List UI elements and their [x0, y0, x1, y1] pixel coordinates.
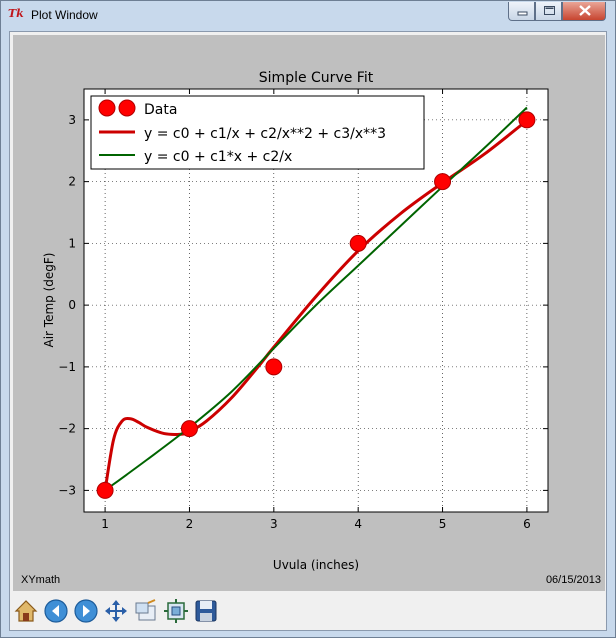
data-point	[96, 481, 114, 499]
y-axis-label: Air Temp (degF)	[42, 253, 56, 348]
tk-feather-icon: Tk	[8, 7, 24, 20]
pan-icon	[105, 600, 127, 622]
subplots-icon	[164, 599, 188, 623]
data-point	[180, 420, 198, 438]
legend-label-data: Data	[144, 102, 177, 118]
y-tick-label: −3	[58, 483, 76, 497]
zoom-icon	[135, 599, 156, 621]
window-title: Plot Window	[31, 8, 98, 22]
data-point	[434, 173, 452, 191]
plot-frame	[83, 88, 549, 513]
save-button[interactable]	[192, 597, 220, 625]
maximize-button[interactable]	[535, 2, 562, 21]
y-tick-label: −2	[58, 422, 76, 436]
pan-button[interactable]	[102, 597, 130, 625]
y-tick-label: 3	[68, 113, 76, 127]
x-axis-label: Uvula (inches)	[273, 558, 359, 572]
client-area: 1 2 3 4 5 6 −3 −2 −1 0 1 2 3 Simple Curve Fit Uvula…	[9, 31, 607, 631]
chart-title: Simple Curve Fit	[259, 70, 374, 86]
x-tick-label: 4	[354, 517, 362, 531]
series-line-fit1	[103, 119, 528, 491]
minimize-button[interactable]	[508, 2, 535, 21]
x-tick-label: 2	[186, 517, 194, 531]
footer-date: 06/15/2013	[545, 574, 601, 586]
forward-button[interactable]	[72, 597, 100, 625]
navigation-toolbar	[10, 594, 606, 630]
y-tick-label: 2	[68, 175, 76, 189]
data-point	[349, 234, 367, 252]
figure-canvas: 1 2 3 4 5 6 −3 −2 −1 0 1 2 3 Simple Curve Fit Uvula…	[13, 35, 605, 591]
x-tick-label: 5	[439, 517, 447, 531]
legend: Data y = c0 + c1/x + c2/x**2 + c3/x**3 y…	[90, 95, 425, 170]
back-icon	[44, 599, 68, 623]
data-point	[518, 111, 536, 129]
back-button[interactable]	[42, 597, 70, 625]
legend-label-fit1: y = c0 + c1/x + c2/x**2 + c3/x**3	[144, 126, 386, 142]
subplots-button[interactable]	[162, 597, 190, 625]
title-bar[interactable]: Tk Plot Window	[1, 1, 615, 31]
legend-label-fit2: y = c0 + c1*x + c2/x	[144, 149, 292, 165]
chart-svg: 1 2 3 4 5 6 −3 −2 −1 0 1 2 3 Simple Curve Fit Uvula…	[42, 70, 549, 572]
x-tick-label: 6	[523, 517, 531, 531]
close-button[interactable]	[562, 2, 606, 21]
series-line-fit2	[104, 106, 528, 492]
save-icon	[195, 600, 217, 622]
y-tick-label: 1	[68, 236, 76, 250]
forward-icon	[74, 599, 98, 623]
footer-app-name: XYmath	[21, 574, 61, 586]
y-tick-label: −1	[58, 360, 76, 374]
home-button[interactable]	[12, 597, 40, 625]
y-tick-label: 0	[68, 298, 76, 312]
x-tick-label: 3	[270, 517, 278, 531]
legend-box	[90, 95, 425, 170]
home-icon	[14, 600, 38, 622]
data-point	[265, 358, 283, 376]
legend-marker-2	[118, 99, 136, 117]
legend-marker-1	[98, 99, 116, 117]
x-tick-label: 1	[101, 517, 109, 531]
zoom-button[interactable]	[132, 597, 160, 625]
